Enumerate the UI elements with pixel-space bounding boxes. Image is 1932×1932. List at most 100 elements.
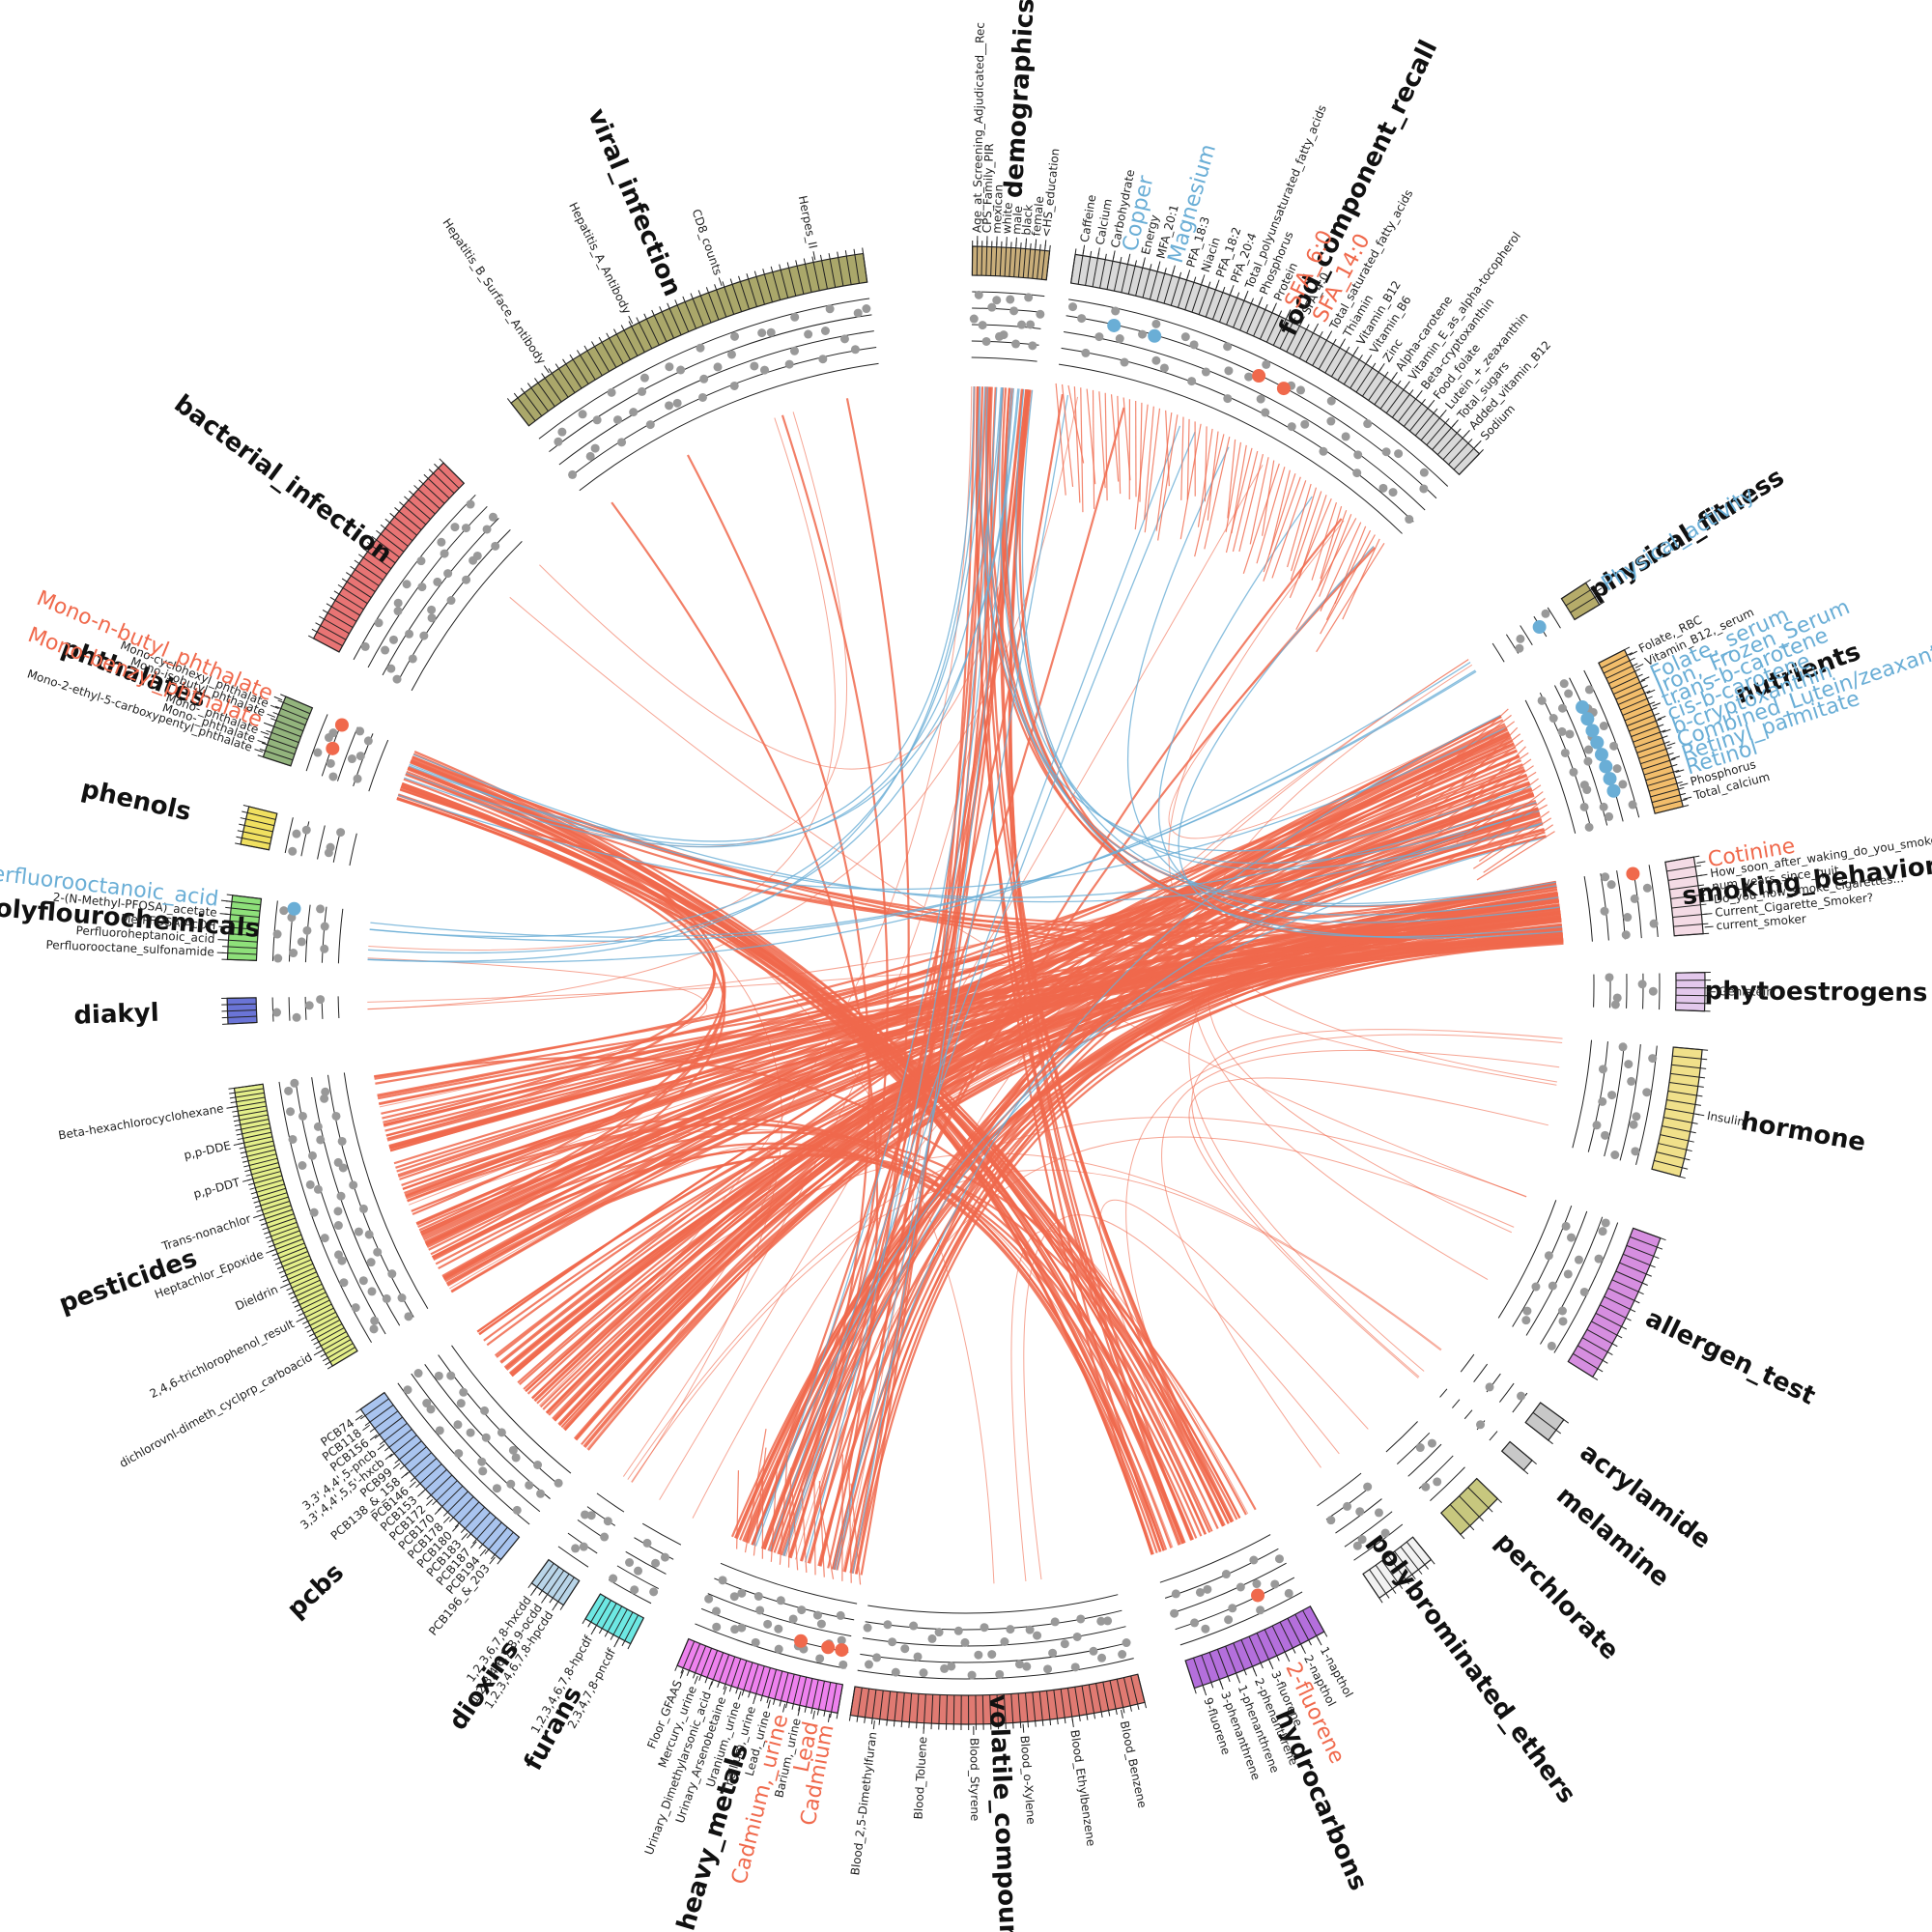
bar-tick <box>836 1684 843 1719</box>
intra-group-link <box>1207 431 1219 521</box>
bar-tick <box>359 1398 389 1420</box>
intra-group-link <box>1263 476 1301 582</box>
label-connector <box>242 1179 251 1182</box>
group-label: hormone <box>1739 1107 1868 1157</box>
track-ring <box>1512 1205 1573 1327</box>
bar-tick <box>1394 1550 1416 1580</box>
value-dot <box>1394 449 1404 459</box>
bar-tick <box>1667 1091 1703 1097</box>
bar-tick <box>1264 1629 1280 1662</box>
value-dot <box>697 392 707 402</box>
label-connector <box>1219 1681 1224 1690</box>
value-dot <box>426 1405 436 1414</box>
bar-tick <box>1669 1081 1704 1088</box>
label-connector <box>1082 244 1086 254</box>
value-dot <box>750 361 759 371</box>
association-link <box>367 396 1079 1010</box>
label-connector <box>1662 728 1671 733</box>
bar-tick <box>232 1110 268 1118</box>
bar-tick <box>1670 894 1706 899</box>
bar-tick <box>1279 1621 1296 1654</box>
group-polybrominated-ethers: polybrominated_ethers <box>1326 1482 1581 1809</box>
bar-tick <box>229 1088 264 1094</box>
value-dot <box>1544 1251 1553 1261</box>
value-dot <box>1221 1570 1231 1579</box>
value-dot <box>1599 802 1608 811</box>
bar-tick <box>704 1650 719 1684</box>
value-dot <box>825 304 835 314</box>
value-dot <box>638 386 647 396</box>
bar-tick <box>1414 408 1438 437</box>
bar-tick <box>354 559 384 581</box>
value-dot <box>978 321 987 330</box>
association-link <box>805 387 1003 1563</box>
value-dot <box>974 1650 983 1660</box>
value-dot <box>1610 1000 1620 1009</box>
bar-tick <box>394 507 422 530</box>
intra-group-link <box>770 1460 779 1562</box>
track-ring <box>971 340 1039 346</box>
label-connector <box>1378 362 1385 371</box>
value-dot <box>1048 1648 1058 1658</box>
value-dot <box>289 949 298 958</box>
intra-group-link <box>1427 752 1529 823</box>
label-connector <box>355 1414 363 1421</box>
bar-tick <box>923 1693 926 1729</box>
bar-tick <box>442 1491 469 1517</box>
value-dot <box>625 1557 635 1567</box>
value-dot <box>1517 1391 1526 1401</box>
bar-tick <box>1565 586 1596 607</box>
label-connector <box>263 722 272 726</box>
association-link <box>1021 389 1556 905</box>
intra-group-link <box>1227 439 1236 519</box>
bar-tick <box>746 273 757 307</box>
bar-tick <box>985 241 988 276</box>
intra-group-link <box>1134 404 1149 530</box>
group-pcbs: pcbs PCB196_&_203PCB194PCB187PCB183PCB180… <box>282 1369 563 1638</box>
bar-tick <box>246 1171 281 1181</box>
bar-tick <box>1201 1655 1214 1689</box>
bar-tick <box>237 1131 272 1141</box>
value-dot <box>1256 1605 1265 1615</box>
label-connector <box>313 1350 323 1356</box>
label-connector <box>1404 381 1410 389</box>
value-dot <box>1419 468 1429 477</box>
value-dot <box>1025 1625 1035 1634</box>
label-connector <box>543 365 550 374</box>
value-dot <box>696 343 705 353</box>
label-connector <box>273 696 283 701</box>
label-connector <box>1440 409 1447 417</box>
value-dot <box>1649 919 1659 928</box>
value-dot <box>1582 785 1592 795</box>
value-dot <box>1228 1604 1237 1613</box>
bar-tick <box>886 1690 892 1726</box>
association-link <box>611 501 879 1569</box>
value-dot <box>753 1591 763 1601</box>
bar-tick <box>221 1009 257 1012</box>
value-dot <box>1011 339 1021 349</box>
association-link <box>833 714 1501 1570</box>
intra-group-link <box>1117 395 1122 495</box>
bar-tick <box>760 1667 771 1702</box>
bar-tick <box>1440 1512 1465 1540</box>
intra-group-link <box>1409 714 1512 794</box>
value-dot <box>1151 319 1161 328</box>
bar-tick <box>224 913 260 919</box>
bar-tick <box>994 241 998 276</box>
track-ring <box>1170 1562 1287 1614</box>
bar-tick <box>916 1693 920 1729</box>
intra-group-link <box>1474 791 1544 844</box>
intra-group-link <box>1080 387 1084 513</box>
track-ring <box>451 1345 572 1474</box>
track-ring <box>438 1354 561 1487</box>
bar-tick <box>1648 781 1683 792</box>
bar-tick <box>399 501 427 526</box>
track-ring <box>411 1373 541 1513</box>
value-dot <box>416 556 426 566</box>
value-dot <box>1628 800 1637 810</box>
value-dot <box>888 1637 897 1647</box>
bar-tick <box>1613 679 1646 695</box>
bar-tick <box>1198 281 1211 315</box>
bar-tick <box>1246 300 1262 334</box>
